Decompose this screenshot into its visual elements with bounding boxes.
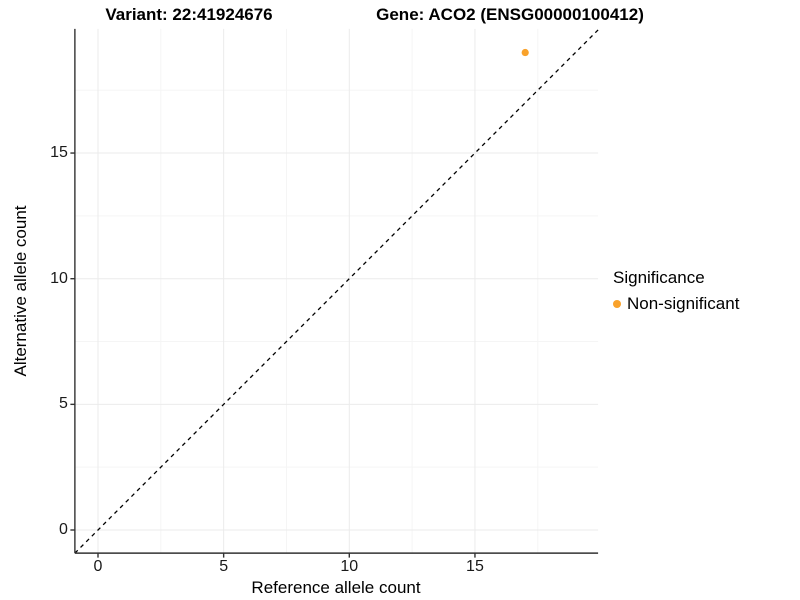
y-tick-label: 10 xyxy=(50,269,68,287)
x-tick-label: 10 xyxy=(340,558,359,575)
y-tick-label: 15 xyxy=(50,144,68,162)
legend-title: Significance xyxy=(613,268,705,287)
gridlines-minor xyxy=(74,28,599,554)
data-points xyxy=(521,48,529,57)
y-tick-label: 0 xyxy=(58,521,68,538)
gridlines-major xyxy=(74,28,599,554)
scatter-point xyxy=(521,48,529,57)
x-axis-title: Reference allele count xyxy=(251,578,421,597)
plot-title-gene: Gene: ACO2 (ENSG00000100412) xyxy=(376,5,644,24)
axis-tick-marks xyxy=(70,152,476,558)
x-tick-label: 5 xyxy=(219,558,229,575)
y-tick-label: 5 xyxy=(58,395,68,413)
legend-point-icon xyxy=(613,300,621,308)
axis-lines xyxy=(74,28,599,554)
legend: Significance Non-significant xyxy=(613,268,739,314)
identity-dashed-line xyxy=(74,29,599,554)
y-axis-title: Alternative allele count xyxy=(11,205,30,377)
legend-entry: Non-significant xyxy=(613,294,739,314)
plot-title-variant: Variant: 22:41924676 xyxy=(105,5,273,24)
legend-entry-label: Non-significant xyxy=(627,294,740,313)
x-tick-label: 0 xyxy=(93,558,103,575)
x-tick-label: 15 xyxy=(466,558,484,575)
